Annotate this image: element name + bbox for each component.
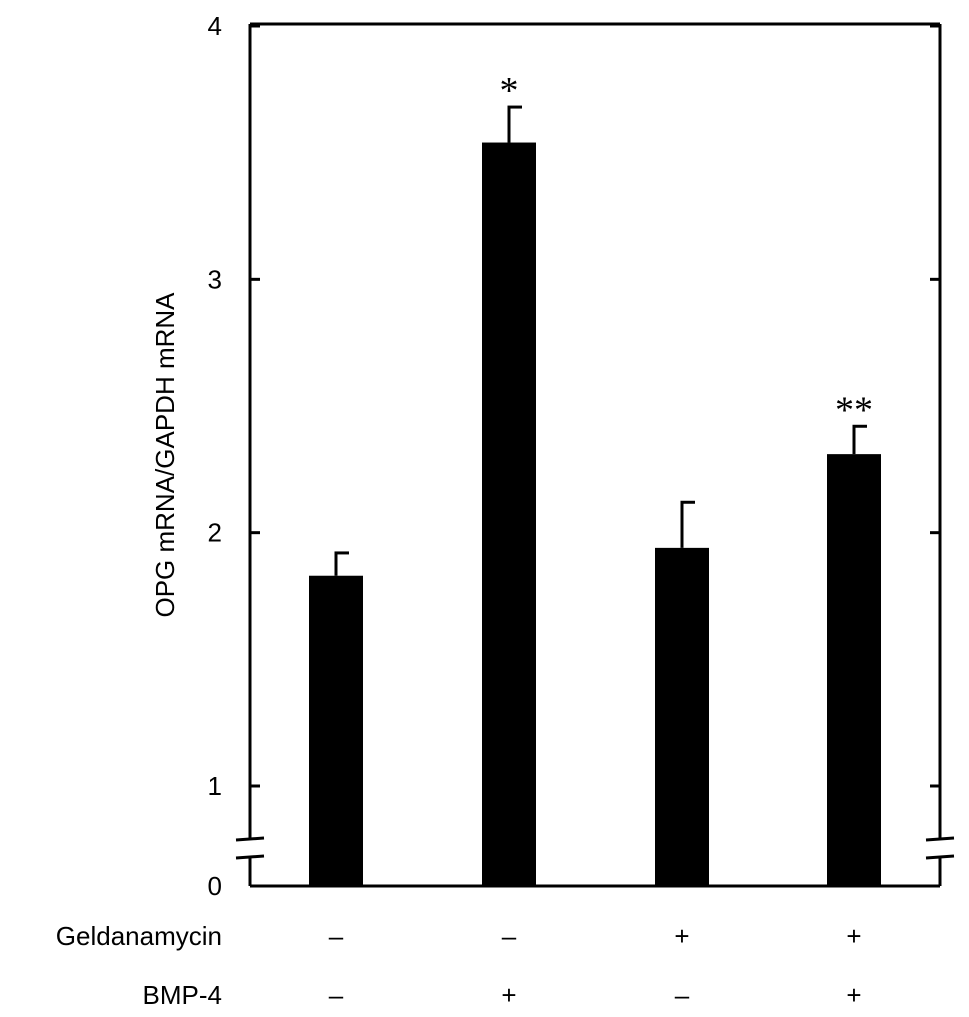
condition-sign: +: [674, 921, 689, 951]
condition-row-label: BMP-4: [143, 980, 222, 1010]
chart-axes: [235, 22, 955, 888]
bar: [309, 575, 363, 886]
right-axis-break-mark: [925, 854, 955, 860]
bar: [655, 547, 709, 886]
condition-sign: +: [846, 980, 861, 1010]
chart-bars: [309, 105, 881, 887]
condition-sign: +: [501, 980, 516, 1010]
condition-sign: –: [329, 980, 344, 1010]
right-axis-break-mark: [925, 836, 955, 842]
y-tick-label: 1: [208, 771, 222, 801]
y-tick-label: 0: [208, 871, 222, 901]
condition-sign: –: [502, 921, 517, 951]
condition-row-label: Geldanamycin: [56, 921, 222, 951]
condition-sign: +: [846, 921, 861, 951]
bar: [827, 454, 881, 886]
y-tick-label: 4: [208, 11, 222, 41]
bar: [482, 142, 536, 887]
y-tick-label: 2: [208, 518, 222, 548]
left-axis-break-mark: [235, 836, 265, 842]
left-axis-break-mark: [235, 854, 265, 860]
significance-marker: **: [835, 389, 873, 431]
condition-sign: –: [329, 921, 344, 951]
significance-marker: *: [500, 70, 519, 112]
condition-sign: –: [675, 980, 690, 1010]
y-tick-label: 3: [208, 264, 222, 294]
y-axis-label: OPG mRNA/GAPDH mRNA: [150, 292, 180, 618]
